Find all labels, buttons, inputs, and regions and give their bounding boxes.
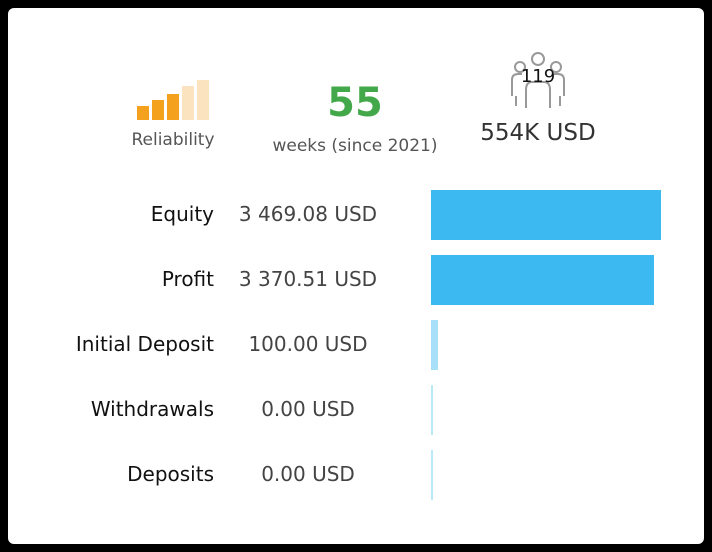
stat-value: 0.00 USD: [261, 462, 355, 486]
stat-bar-track: [431, 385, 661, 435]
subscriber-funds: 554K USD: [480, 120, 596, 146]
signal-summary-card: Reliability 55 weeks (since 2021) 119 55…: [8, 8, 704, 544]
stat-label: Profit: [161, 267, 214, 291]
weeks-label: weeks (since 2021): [272, 136, 438, 156]
subscribers-stat: 119 554K USD: [473, 50, 603, 146]
reliability-bar: [137, 106, 149, 120]
stat-value: 0.00 USD: [261, 397, 355, 421]
reliability-bar: [197, 80, 209, 120]
stat-row: Profit 3 370.51 USD: [8, 255, 704, 305]
stat-bar-track: [431, 255, 661, 305]
stat-bar: [431, 385, 433, 435]
weeks-stat: 55 weeks (since 2021): [260, 80, 450, 156]
stat-bar: [431, 255, 655, 305]
reliability-bar: [167, 94, 179, 120]
stat-value: 3 370.51 USD: [238, 267, 378, 291]
reliability-bar: [182, 86, 194, 120]
stat-row: Equity 3 469.08 USD: [8, 190, 704, 240]
stat-label: Withdrawals: [90, 397, 214, 421]
reliability-meter: [108, 78, 238, 120]
stat-row: Withdrawals 0.00 USD: [8, 385, 704, 435]
reliability-stat: Reliability: [108, 78, 238, 150]
stat-label: Initial Deposit: [75, 332, 214, 356]
stat-bar: [431, 190, 661, 240]
weeks-value: 55: [327, 80, 383, 126]
stat-bar-track: [431, 320, 661, 370]
stat-bar: [431, 320, 438, 370]
subscribers-icon: 119: [506, 50, 570, 112]
stat-bar-track: [431, 450, 661, 500]
stat-bar-track: [431, 190, 661, 240]
stat-value: 100.00 USD: [248, 332, 368, 356]
stat-row: Deposits 0.00 USD: [8, 450, 704, 500]
stat-row: Initial Deposit 100.00 USD: [8, 320, 704, 370]
subscriber-count: 119: [520, 66, 556, 87]
reliability-bar: [152, 100, 164, 120]
stat-value: 3 469.08 USD: [238, 202, 378, 226]
stat-label: Equity: [150, 202, 214, 226]
stat-label: Deposits: [127, 462, 214, 486]
reliability-label: Reliability: [131, 130, 215, 150]
stat-bar: [431, 450, 433, 500]
